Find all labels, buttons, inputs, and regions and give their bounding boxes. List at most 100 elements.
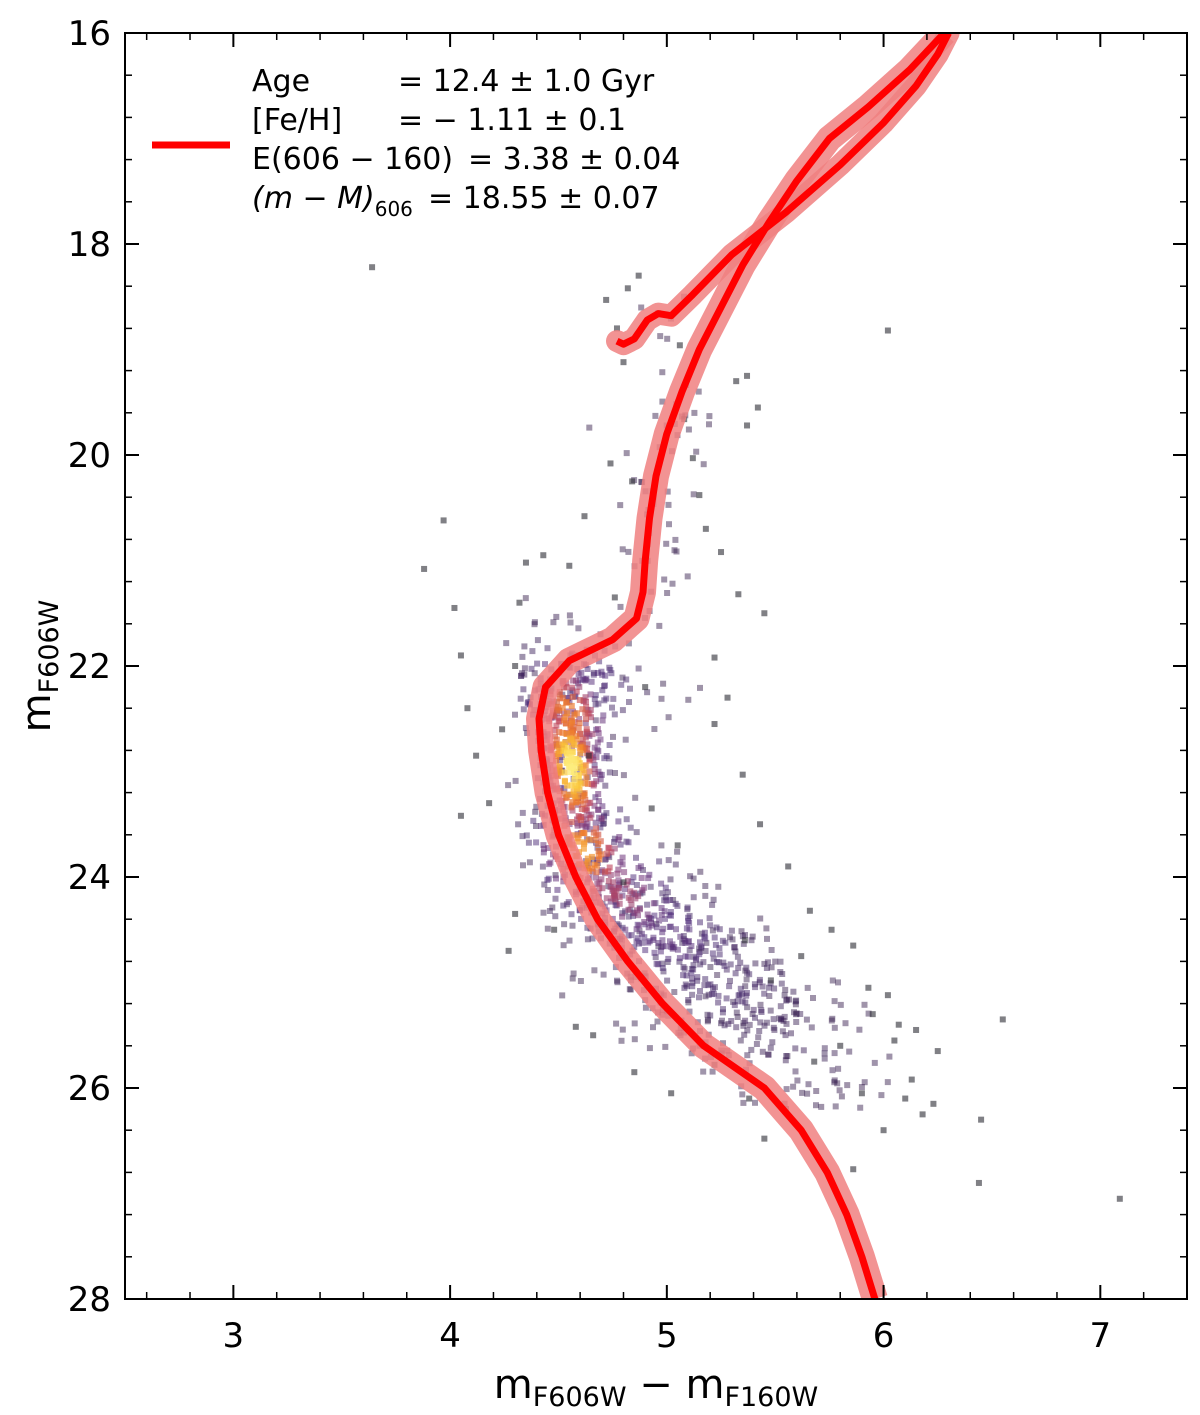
star-point-outlier: [611, 594, 618, 601]
star-point-outlier: [613, 325, 620, 332]
star-point: [622, 886, 628, 892]
x-tick-label: 5: [656, 1316, 678, 1356]
star-point: [592, 701, 599, 708]
star-point: [759, 983, 766, 990]
star-point: [748, 1046, 755, 1053]
star-point: [568, 782, 575, 789]
star-point: [650, 900, 657, 907]
star-point: [557, 784, 564, 791]
star-point-outlier: [975, 1179, 982, 1186]
star-point: [576, 778, 583, 785]
star-point: [673, 548, 680, 555]
star-point-outlier: [631, 1069, 638, 1076]
star-point-outlier: [744, 422, 751, 429]
star-point: [615, 866, 622, 873]
star-point-outlier: [806, 907, 813, 914]
star-point: [606, 742, 613, 748]
star-point: [685, 997, 692, 1003]
star-point: [772, 958, 779, 965]
star-point: [615, 884, 622, 891]
axis-ticks: [125, 32, 1187, 1300]
star-point: [541, 845, 547, 852]
star-point: [701, 933, 708, 940]
star-point: [552, 733, 559, 740]
star-point: [835, 979, 841, 986]
star-point: [776, 1015, 783, 1022]
star-point: [702, 993, 709, 1000]
star-point: [658, 880, 665, 887]
star-point-outlier: [908, 1076, 915, 1083]
star-point: [534, 660, 541, 667]
star-point-outlier: [733, 378, 740, 385]
star-point: [665, 857, 672, 864]
star-point: [559, 992, 566, 999]
star-point: [611, 845, 618, 852]
star-point-outlier: [473, 752, 480, 759]
star-point: [792, 1068, 799, 1075]
star-point: [630, 874, 637, 881]
star-point: [658, 905, 665, 911]
x-tick-label: 3: [223, 1316, 245, 1356]
star-point: [813, 1088, 820, 1094]
star-point: [591, 766, 598, 773]
star-point: [653, 920, 660, 927]
star-point: [588, 678, 595, 685]
star-point: [665, 714, 672, 721]
star-point-outlier: [761, 610, 768, 617]
star-point: [591, 762, 598, 769]
star-point: [730, 998, 737, 1005]
star-point: [781, 992, 788, 999]
star-point: [804, 1090, 811, 1097]
star-point: [740, 1019, 747, 1026]
star-point: [574, 820, 581, 827]
star-point: [716, 945, 723, 952]
star-point: [627, 986, 634, 993]
star-point: [598, 668, 605, 675]
star-point: [691, 409, 698, 416]
star-point: [610, 879, 617, 886]
star-point: [835, 1065, 842, 1072]
star-point: [611, 839, 617, 845]
star-point: [562, 714, 569, 721]
star-point: [715, 883, 722, 890]
star-point: [568, 702, 575, 709]
star-point: [646, 871, 653, 878]
star-point: [697, 684, 703, 691]
star-point: [662, 915, 668, 922]
star-point: [512, 777, 519, 784]
star-point: [595, 853, 602, 860]
star-point: [722, 939, 729, 946]
star-point: [554, 886, 561, 893]
star-point: [821, 1055, 828, 1062]
star-point: [561, 710, 568, 717]
star-point-outlier: [457, 652, 464, 659]
star-point: [587, 691, 594, 698]
star-point: [614, 977, 620, 984]
star-point: [552, 895, 559, 902]
star-point: [669, 941, 676, 948]
star-point-outlier: [642, 684, 649, 691]
star-point: [582, 806, 589, 813]
star-point-outlier: [648, 805, 655, 812]
star-point: [713, 924, 720, 931]
star-point: [563, 720, 569, 727]
star-point: [752, 1099, 758, 1106]
star-point: [545, 845, 552, 851]
star-point: [594, 726, 601, 732]
star-point: [625, 906, 632, 913]
star-point-outlier: [512, 910, 519, 917]
star-point: [584, 855, 591, 862]
star-point: [744, 1027, 751, 1034]
star-point: [834, 1080, 841, 1087]
star-point: [783, 1053, 790, 1059]
star-point: [599, 885, 606, 892]
star-point: [846, 1048, 853, 1055]
star-point: [519, 653, 526, 660]
star-point: [556, 729, 563, 735]
star-point: [651, 726, 658, 732]
star-point: [731, 944, 738, 950]
star-point: [582, 694, 589, 701]
star-point: [794, 1077, 801, 1084]
star-point: [582, 709, 589, 716]
star-point: [685, 426, 692, 433]
